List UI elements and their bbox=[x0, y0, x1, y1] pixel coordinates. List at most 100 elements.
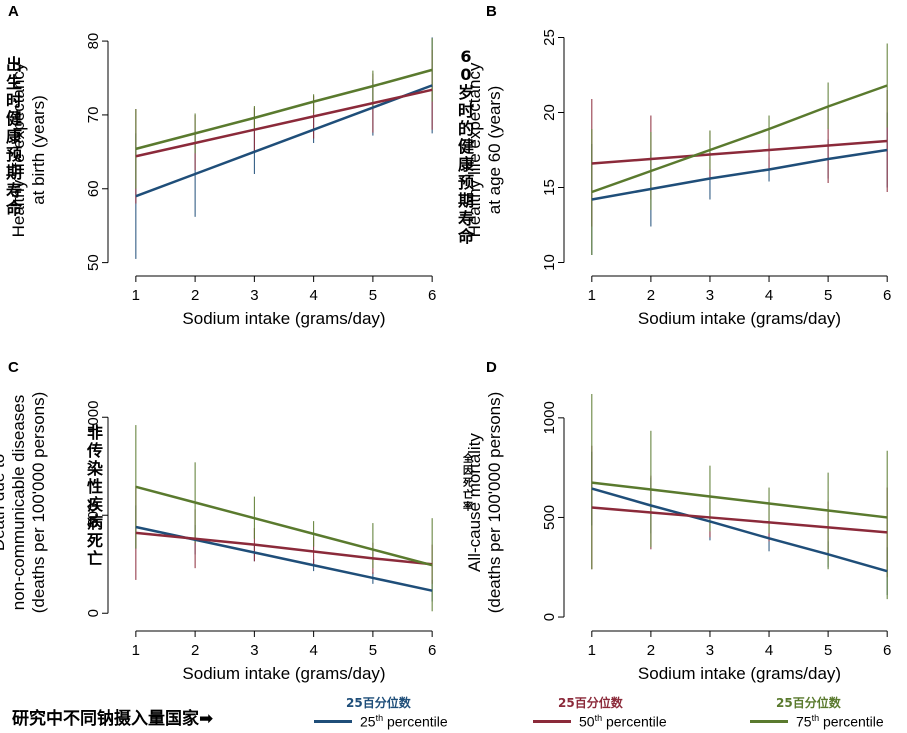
series-line-25th-b bbox=[591, 148, 888, 201]
legend-note-50th: 25百分位数 bbox=[558, 696, 623, 710]
x-tick-label-b: 1 bbox=[588, 287, 596, 304]
y-axis-label-cn-a: 命 bbox=[5, 199, 23, 218]
panel-d: D 0 500 1000 1 2 3 4 5 6 Sodium intake (grams/day)… bbox=[462, 359, 891, 683]
y-tick-label-c: 0 bbox=[85, 609, 102, 617]
y-axis-label-cn-a: 健 bbox=[6, 109, 22, 128]
x-tick-label-d: 3 bbox=[706, 642, 714, 659]
y-tick-label-b: 20 bbox=[541, 104, 558, 121]
y-tick-label-a: 80 bbox=[85, 33, 102, 50]
y-axis-label-cn-c: 亡 bbox=[87, 549, 103, 568]
legend: 研究中不同钠摄入量国家➡ 25百分位数 25th percentile 25百分… bbox=[0, 688, 907, 733]
y-axis-label-c: (deaths per 100'000 persons) bbox=[29, 392, 48, 614]
y-axis-label-cn-b: 0 bbox=[460, 65, 471, 84]
y-tick-label-b: 10 bbox=[541, 254, 558, 271]
y-axis-label-cn-b: 的 bbox=[458, 119, 474, 138]
series-line-50th-d bbox=[591, 506, 888, 534]
y-axis-label-cn-b: 时 bbox=[458, 101, 474, 120]
x-tick-label-c: 6 bbox=[428, 642, 436, 659]
x-tick-label-b: 3 bbox=[706, 287, 714, 304]
x-tick-label-d: 1 bbox=[588, 642, 596, 659]
x-tick-label-d: 2 bbox=[647, 642, 655, 659]
y-axis-label-c: non-communicable diseases bbox=[9, 395, 28, 610]
y-axis-label-cn-b: 康 bbox=[458, 155, 475, 174]
y-axis-label-cn-c: 非 bbox=[87, 423, 103, 442]
x-tick-label-a: 4 bbox=[309, 287, 317, 304]
y-tick-label-c: 1000 bbox=[85, 401, 102, 434]
y-tick-label-a: 70 bbox=[85, 107, 102, 124]
x-axis-label-b: Sodium intake (grams/day) bbox=[638, 309, 841, 328]
x-tick-label-b: 4 bbox=[765, 287, 773, 304]
y-tick-label-a: 50 bbox=[85, 254, 102, 271]
x-tick-label-d: 6 bbox=[883, 642, 891, 659]
series-line-75th-d bbox=[591, 481, 888, 519]
series-line-75th-b bbox=[591, 84, 888, 194]
legend-swatch-50th bbox=[533, 719, 571, 723]
y-axis-label-cn-d: 亡 bbox=[463, 488, 473, 501]
y-axis-label-cn-a: 寿 bbox=[6, 181, 22, 200]
legend-note-25th: 25百分位数 bbox=[346, 696, 411, 710]
legend-item-75th: 75th percentile bbox=[750, 710, 884, 732]
x-tick-label-a: 2 bbox=[191, 287, 199, 304]
x-axis-label-a: Sodium intake (grams/day) bbox=[182, 309, 385, 328]
y-axis-label-cn-b: 6 bbox=[460, 47, 471, 66]
panel-letter-a: A bbox=[8, 3, 19, 20]
legend-item-50th: 50th percentile bbox=[533, 710, 667, 732]
y-axis-label-cn-b: 命 bbox=[457, 227, 475, 246]
y-axis-label-cn-a: 预 bbox=[6, 145, 22, 164]
y-axis-label-cn-a: 时 bbox=[6, 91, 22, 110]
y-axis-label-cn-c: 性 bbox=[87, 477, 103, 496]
x-tick-label-c: 4 bbox=[309, 642, 317, 659]
panel-b: B 10 15 20 25 1 2 3 4 5 6 Sodium intake (grams/day)… bbox=[457, 3, 891, 328]
y-axis-label-cn-b: 寿 bbox=[458, 209, 474, 228]
x-tick-label-a: 6 bbox=[428, 287, 436, 304]
y-axis-label-cn-a: 期 bbox=[6, 163, 22, 182]
y-axis-label-cn-b: 预 bbox=[458, 173, 474, 192]
x-tick-label-b: 6 bbox=[883, 287, 891, 304]
y-axis-label-cn-d: 死 bbox=[463, 477, 473, 489]
y-axis-label-cn-a: 出 bbox=[6, 55, 22, 74]
y-axis-label-cn-d: 全 bbox=[462, 452, 474, 465]
y-axis-label-b: at age 60 (years) bbox=[485, 86, 504, 215]
x-tick-label-c: 1 bbox=[132, 642, 140, 659]
x-tick-label-c: 2 bbox=[191, 642, 199, 659]
panel-letter-c: C bbox=[8, 359, 19, 376]
panel-letter-d: D bbox=[486, 359, 497, 376]
x-tick-label-c: 3 bbox=[250, 642, 258, 659]
y-axis-label-cn-d: 率 bbox=[463, 500, 473, 513]
x-axis-label-d: Sodium intake (grams/day) bbox=[638, 664, 841, 683]
series-line-75th-a bbox=[135, 68, 433, 151]
panel-letter-b: B bbox=[486, 3, 497, 20]
y-axis-label-cn-c: 疾 bbox=[87, 495, 103, 514]
x-tick-label-d: 4 bbox=[765, 642, 773, 659]
y-tick-label-a: 60 bbox=[85, 180, 102, 197]
y-tick-label-d: 500 bbox=[541, 505, 558, 530]
legend-item-25th: 25th percentile bbox=[314, 710, 448, 732]
y-tick-label-d: 0 bbox=[541, 613, 558, 621]
y-axis-label-cn-c: 染 bbox=[86, 459, 104, 478]
y-axis-label-a: at birth (years) bbox=[29, 95, 48, 205]
y-tick-label-b: 15 bbox=[541, 179, 558, 196]
x-tick-label-d: 5 bbox=[824, 642, 832, 659]
y-axis-label-a: Healthy life expectancy bbox=[9, 62, 28, 237]
series-line-50th-c bbox=[135, 531, 433, 566]
legend-note-75th: 25百分位数 bbox=[776, 696, 841, 710]
legend-country-note: 研究中不同钠摄入量国家➡ bbox=[12, 709, 214, 729]
series-line-75th-c bbox=[135, 485, 433, 567]
x-tick-label-c: 5 bbox=[369, 642, 377, 659]
y-axis-label-d: (deaths per 100'000 persons) bbox=[485, 392, 504, 614]
panel-a: A 50 60 70 80 1 2 3 4 5 6 Sodium intake (grams/day)… bbox=[5, 3, 436, 328]
x-tick-label-b: 5 bbox=[824, 287, 832, 304]
y-axis-label-c: Death due to bbox=[0, 454, 8, 551]
series-line-25th-a bbox=[135, 84, 433, 198]
y-axis-label-cn-d: 因 bbox=[463, 465, 473, 477]
series-line-50th-a bbox=[135, 88, 433, 158]
legend-label-75th: 75th percentile bbox=[796, 712, 884, 730]
y-axis-label-cn-b: 健 bbox=[458, 137, 474, 156]
y-axis-label-b: Healthy life expectancy bbox=[465, 62, 484, 237]
y-axis-label-cn-a: 生 bbox=[6, 73, 22, 92]
y-axis-label-cn-b: 期 bbox=[458, 191, 474, 210]
x-tick-label-a: 1 bbox=[132, 287, 140, 304]
y-tick-label-d: 1000 bbox=[541, 401, 558, 434]
x-tick-label-a: 3 bbox=[250, 287, 258, 304]
